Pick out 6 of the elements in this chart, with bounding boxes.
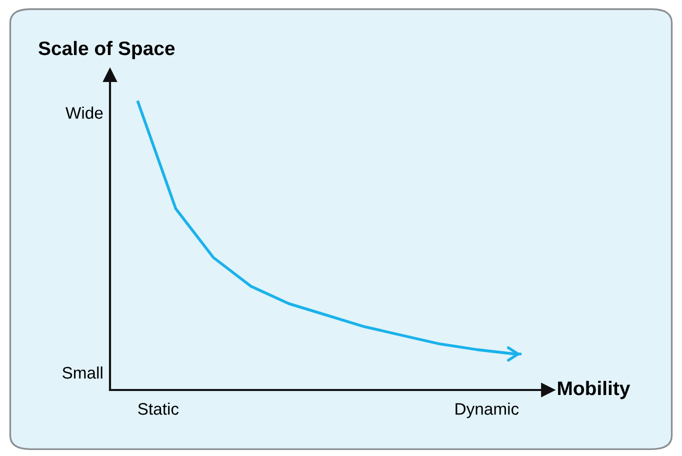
text: Static	[138, 402, 179, 415]
text: Dynamic	[456, 402, 519, 418]
y-axis-title: Scale of Space	[38, 40, 175, 60]
text: Wide	[66, 106, 103, 119]
x-axis-title: Mobility	[558, 380, 630, 400]
text: Small	[62, 366, 102, 379]
